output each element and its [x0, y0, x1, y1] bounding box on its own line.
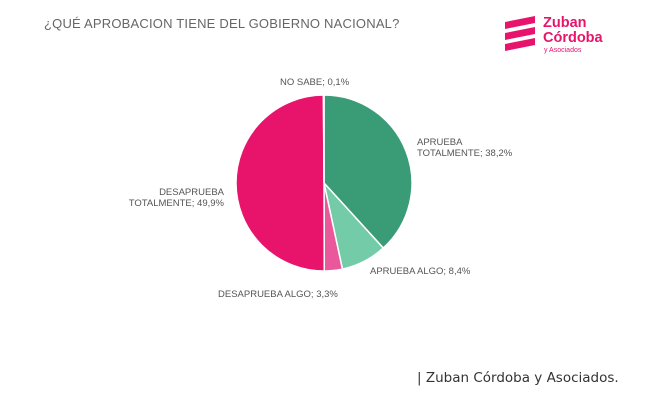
logo-text-line3: y Asociados — [544, 47, 582, 54]
chart-card: ¿QUÉ APROBACION TIENE DEL GOBIERNO NACIO… — [44, 14, 623, 300]
label-aprueba-totalmente-line1: APRUEBA — [417, 137, 463, 148]
pie-slice-desaprueba-totalmente — [235, 94, 326, 272]
label-aprueba-totalmente: APRUEBA TOTALMENTE; 38,2% — [417, 137, 512, 159]
label-aprueba-totalmente-line2: TOTALMENTE; 38,2% — [417, 148, 513, 159]
label-desaprueba-algo: DESAPRUEBA ALGO; 3,3% — [218, 289, 338, 300]
logo-mark-icon — [505, 16, 535, 51]
label-no-sabe-line1: NO SABE; 0,1% — [280, 77, 350, 88]
logo-text-line2: Córdoba — [543, 30, 603, 46]
chart-title: ¿QUÉ APROBACION TIENE DEL GOBIERNO NACIO… — [44, 16, 400, 31]
pie-slice-no-sabe — [322, 94, 325, 184]
label-no-sabe: NO SABE; 0,1% — [280, 77, 349, 88]
label-desaprueba-totalmente-line1: DESAPRUEBA — [159, 187, 224, 198]
label-aprueba-algo: APRUEBA ALGO; 8,4% — [370, 266, 470, 277]
logo-text-line1: Zuban — [543, 15, 587, 31]
label-desaprueba-totalmente: DESAPRUEBA TOTALMENTE; 49,9% — [118, 187, 224, 209]
pie-chart — [235, 94, 413, 272]
label-desaprueba-totalmente-line2: TOTALMENTE; 49,9% — [128, 198, 224, 209]
pie-slice-aprueba-totalmente — [323, 94, 413, 250]
zuban-cordoba-logo: Zuban Córdoba y Asociados — [503, 14, 623, 60]
label-aprueba-algo-line1: APRUEBA ALGO; 8,4% — [370, 266, 471, 277]
source-caption: | Zuban Córdoba y Asociados. — [417, 370, 619, 386]
label-desaprueba-algo-line1: DESAPRUEBA ALGO; 3,3% — [218, 289, 338, 300]
